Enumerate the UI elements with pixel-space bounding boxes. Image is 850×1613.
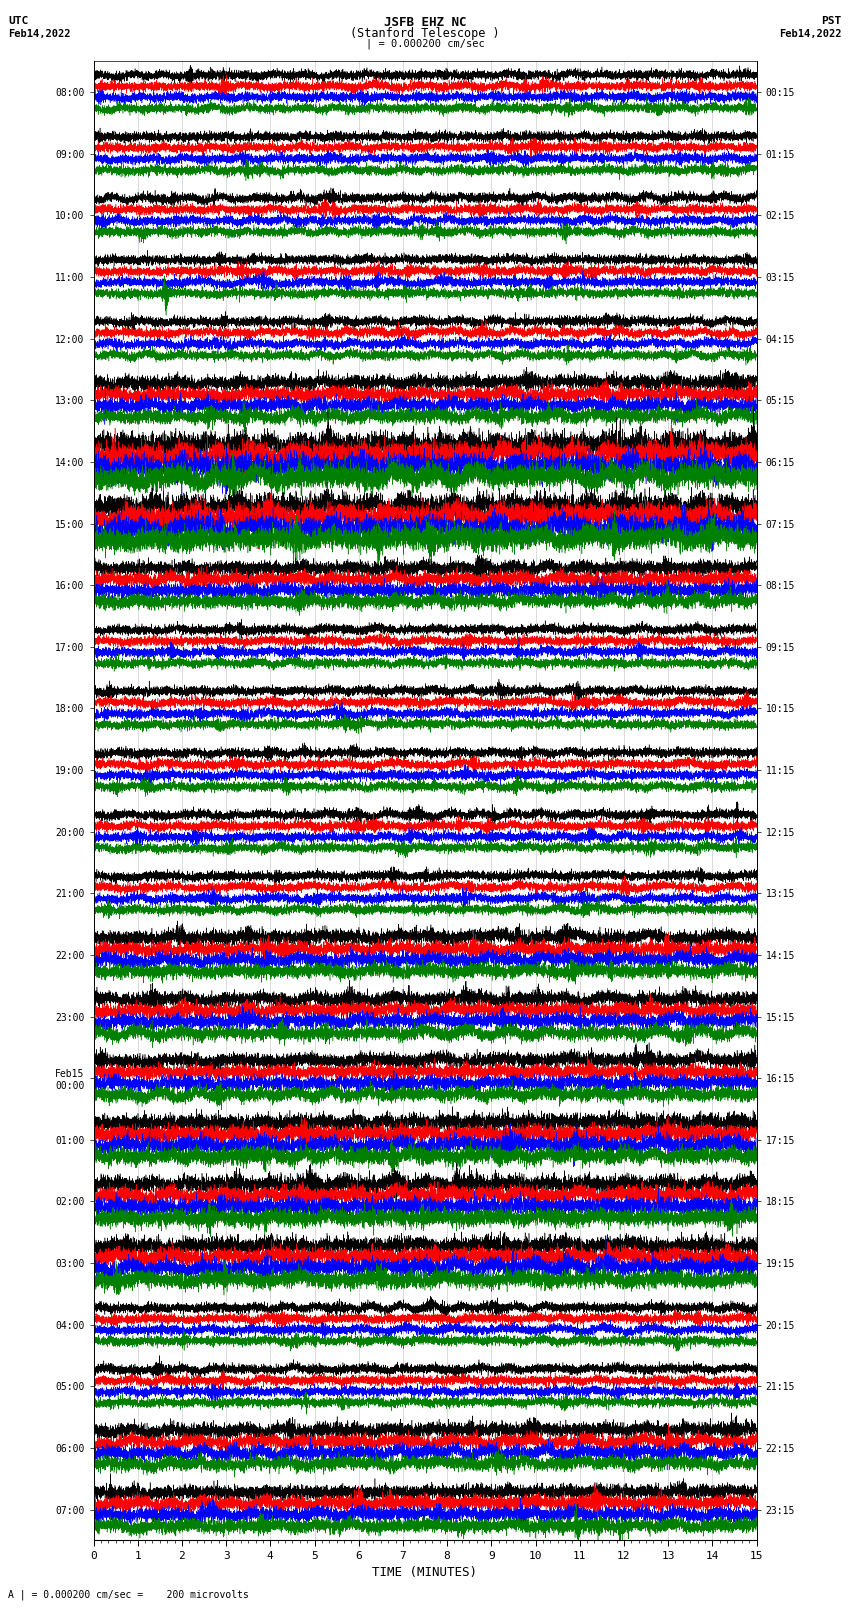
- Text: (Stanford Telescope ): (Stanford Telescope ): [350, 27, 500, 40]
- Text: JSFB EHZ NC: JSFB EHZ NC: [383, 16, 467, 29]
- Text: PST: PST: [821, 16, 842, 26]
- Text: UTC: UTC: [8, 16, 29, 26]
- X-axis label: TIME (MINUTES): TIME (MINUTES): [372, 1566, 478, 1579]
- Text: | = 0.000200 cm/sec: | = 0.000200 cm/sec: [366, 39, 484, 50]
- Text: A | = 0.000200 cm/sec =    200 microvolts: A | = 0.000200 cm/sec = 200 microvolts: [8, 1589, 249, 1600]
- Text: Feb14,2022: Feb14,2022: [8, 29, 71, 39]
- Text: Feb14,2022: Feb14,2022: [779, 29, 842, 39]
